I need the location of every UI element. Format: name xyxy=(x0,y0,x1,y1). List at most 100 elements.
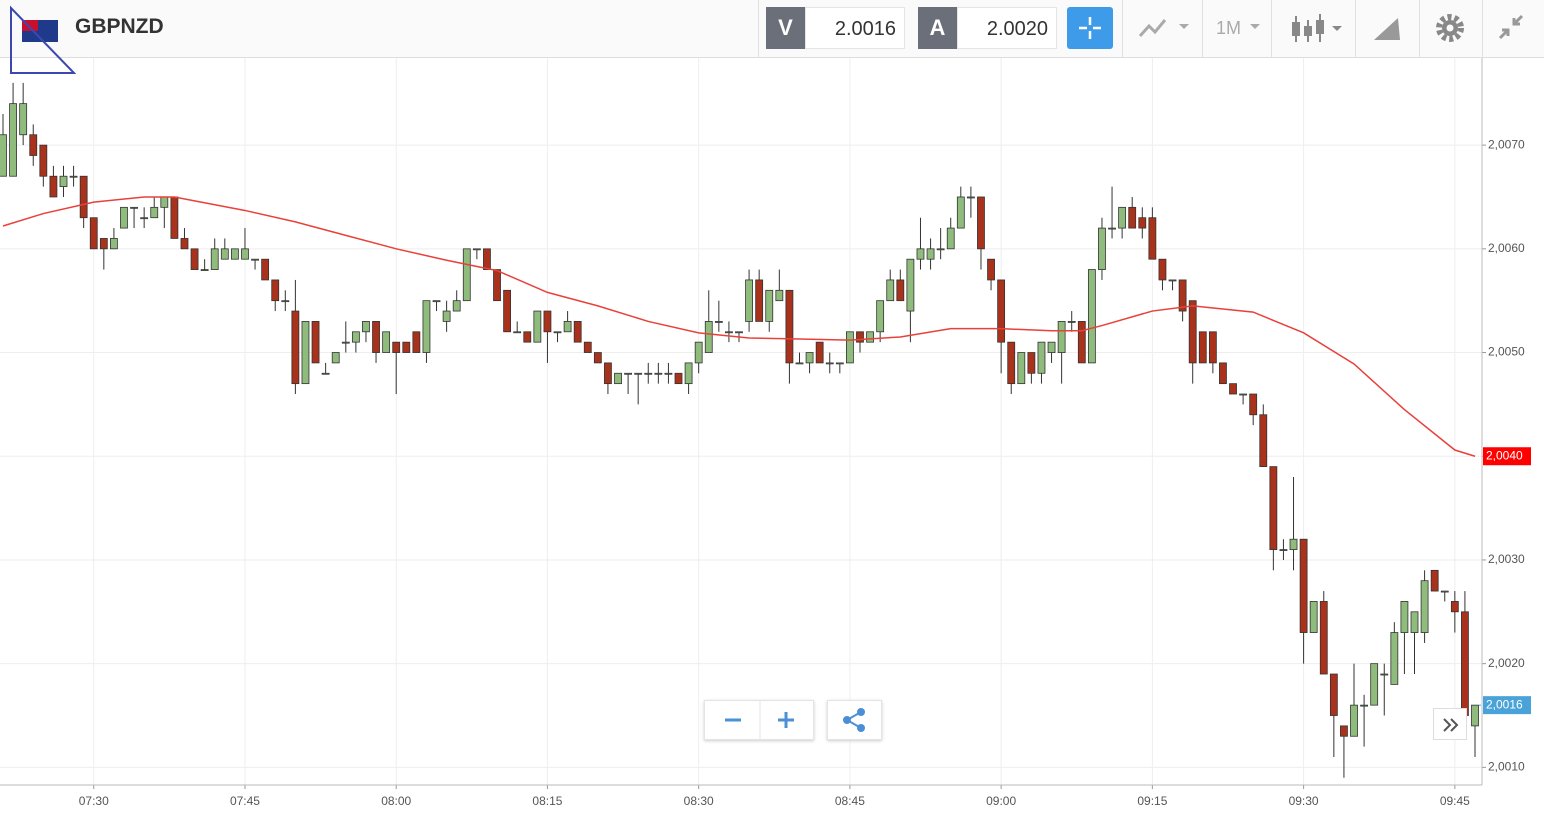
candle-body xyxy=(956,196,965,229)
candle-body xyxy=(825,362,834,365)
candle-body xyxy=(392,341,401,353)
candle-body xyxy=(59,175,68,187)
bid-button[interactable]: V xyxy=(766,7,805,49)
candle-body xyxy=(997,279,1006,343)
candle-body xyxy=(150,206,159,219)
candle-body xyxy=(210,248,219,270)
candle-body xyxy=(1410,611,1419,633)
candle-body xyxy=(372,321,380,353)
ma-tag xyxy=(1483,447,1531,466)
candle-body xyxy=(241,248,249,260)
y-tick-label: 2,0070 xyxy=(1488,137,1525,151)
candle-body xyxy=(0,134,7,177)
candle-body xyxy=(1430,569,1439,592)
candle-body xyxy=(160,196,169,208)
candle-body xyxy=(362,321,370,333)
candle-body xyxy=(49,175,58,198)
candle-body xyxy=(664,372,673,375)
candle-body xyxy=(402,341,411,353)
candle-body xyxy=(311,321,320,364)
candle-body xyxy=(856,331,864,343)
zoom-controls xyxy=(704,700,814,741)
candle-body xyxy=(936,248,945,251)
chart-type-button[interactable] xyxy=(1135,14,1195,44)
candle-body xyxy=(1360,704,1368,707)
candle-body xyxy=(1108,227,1116,230)
candle-body xyxy=(200,269,209,271)
candle-body xyxy=(89,217,98,250)
last-price-tag xyxy=(1483,696,1531,715)
candles-button[interactable] xyxy=(1288,12,1348,46)
candle-body xyxy=(120,206,128,229)
candle-body xyxy=(412,331,421,353)
candle-body xyxy=(1057,321,1066,353)
candle-body xyxy=(230,248,239,260)
candle-body xyxy=(896,279,905,302)
x-tick-label: 09:30 xyxy=(1289,794,1319,808)
x-tick-label: 07:30 xyxy=(79,794,109,808)
candle-body xyxy=(29,134,38,156)
x-tick-label: 08:15 xyxy=(532,794,562,808)
ask-button[interactable]: A xyxy=(918,7,957,49)
candle-body xyxy=(1329,673,1338,716)
draw-button[interactable] xyxy=(1370,14,1404,44)
candle-body xyxy=(462,248,471,302)
candle-body xyxy=(745,279,753,322)
candle-body xyxy=(835,362,844,365)
scroll-end-button[interactable] xyxy=(1433,708,1467,740)
candle-body xyxy=(1249,393,1258,416)
candle-body xyxy=(110,238,118,250)
candle-body xyxy=(281,300,290,303)
candle-body xyxy=(513,331,522,334)
candle-body xyxy=(1400,601,1409,633)
candle-body xyxy=(79,175,88,219)
settings-button[interactable] xyxy=(1434,12,1468,46)
candle-body xyxy=(1380,673,1389,676)
y-tick-label: 2,0030 xyxy=(1488,552,1525,566)
candle-body xyxy=(583,341,592,353)
candle-body xyxy=(805,352,814,364)
candle-body xyxy=(1037,341,1046,374)
candle-body xyxy=(674,372,683,385)
crosshair-button[interactable] xyxy=(1067,7,1113,49)
candle-body xyxy=(846,331,854,364)
zoom-in[interactable] xyxy=(778,712,794,728)
candle-body xyxy=(1098,227,1106,270)
candle-body xyxy=(553,331,562,334)
candle-body xyxy=(341,341,350,344)
candle-body xyxy=(382,331,391,353)
x-tick-label: 08:00 xyxy=(381,794,411,808)
candle-body xyxy=(1158,258,1167,281)
candle-body xyxy=(331,352,340,364)
candle-body xyxy=(1461,611,1469,716)
candle-body xyxy=(654,372,663,375)
candle-body xyxy=(765,289,774,322)
candle-body xyxy=(906,258,915,312)
candle-body xyxy=(684,362,693,385)
candle-body xyxy=(1450,601,1459,613)
candle-body xyxy=(1017,352,1026,385)
x-tick-label: 09:45 xyxy=(1440,794,1470,808)
candle-body xyxy=(1087,269,1096,364)
candle-body xyxy=(886,279,895,302)
candle-body xyxy=(634,372,643,375)
moving-average xyxy=(2,196,1476,457)
candle-body xyxy=(1289,538,1298,550)
candle-body xyxy=(876,300,885,333)
candle-body xyxy=(714,321,723,323)
candle-body xyxy=(483,248,491,270)
timeframe-button[interactable]: 1M xyxy=(1216,18,1242,38)
share-button[interactable] xyxy=(827,700,882,740)
collapse-button[interactable] xyxy=(1496,12,1530,46)
candle-body xyxy=(1198,331,1207,364)
candle-body xyxy=(987,258,995,281)
candle-body xyxy=(493,269,501,302)
symbol-icon xyxy=(10,5,77,74)
candle-body xyxy=(533,310,542,343)
candle-body xyxy=(291,310,300,385)
candle-body xyxy=(1269,466,1278,550)
candle-body xyxy=(190,248,199,270)
candle-body xyxy=(644,372,653,375)
symbol: GBPNZD xyxy=(75,15,164,38)
